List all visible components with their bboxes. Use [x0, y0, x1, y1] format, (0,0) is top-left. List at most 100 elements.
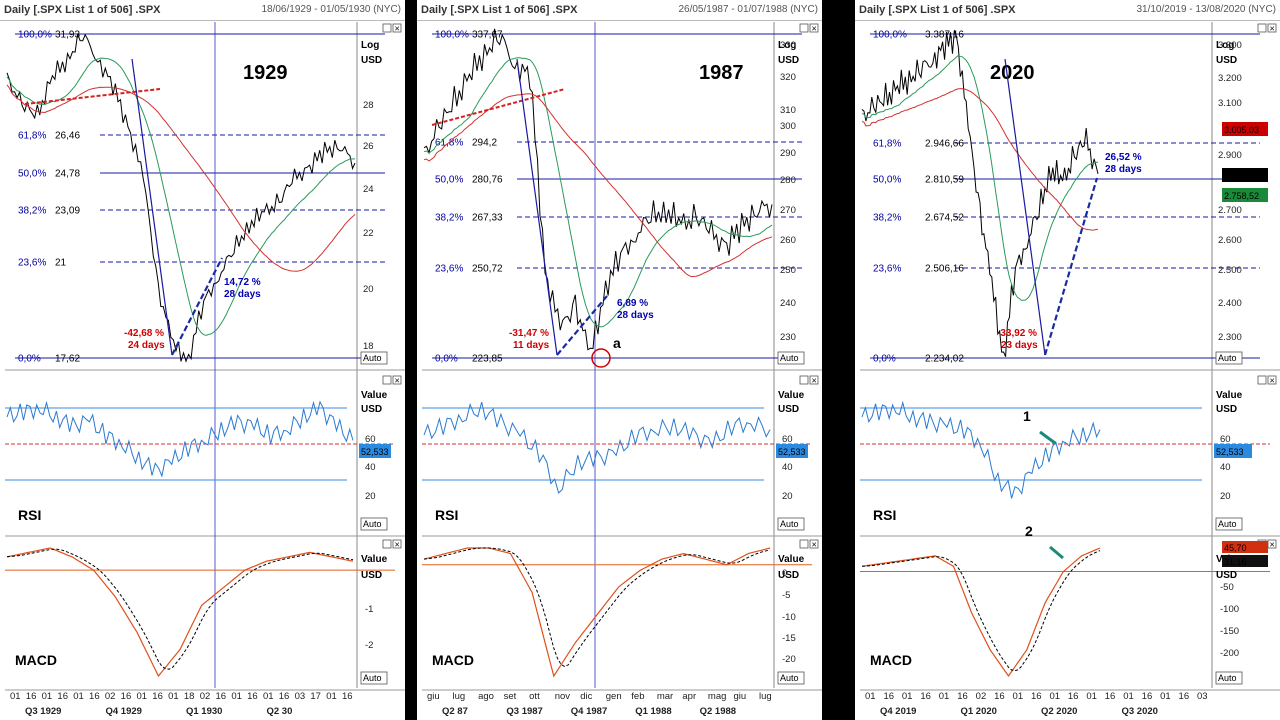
rsi-axis-value: Value [361, 390, 388, 401]
rsi-title: RSI [435, 507, 458, 523]
macd-close-glyph: × [812, 540, 817, 550]
y-tick-label: 3.100 [1218, 98, 1242, 109]
x-tick-label: 16 [216, 691, 227, 702]
macd-tick-label: -10 [782, 612, 796, 623]
y-tick-label: 290 [780, 148, 796, 159]
x-tick-label: 16 [994, 691, 1005, 702]
macd-tick-label: -100 [1220, 604, 1239, 615]
y-tick-label: 2.600 [1218, 235, 1242, 246]
x-tick-label: 16 [279, 691, 290, 702]
y-tick-label: 18 [363, 341, 374, 352]
fib-value-label: 3.387,16 [925, 30, 964, 41]
fib-percent-label: 23,6% [18, 258, 46, 269]
x-tick-label: lug [759, 691, 772, 702]
macd-axis-value: Value [361, 554, 388, 565]
rsi-value-label: 52,533 [361, 447, 389, 457]
auto-button-label: Auto [363, 519, 382, 529]
macd-series [6, 547, 354, 678]
x-tick-label: 01 [1123, 691, 1134, 702]
auto-button-label: Auto [363, 353, 382, 363]
drop-percent-label: -33,92 % [997, 328, 1037, 339]
axis-unit-label: USD [778, 55, 799, 66]
quarter-label: Q2 30 [267, 706, 293, 717]
ma-green-series [6, 57, 356, 336]
macd-close-icon [392, 539, 402, 549]
macd-tick-label: -5 [782, 590, 790, 601]
x-tick-label: ago [478, 691, 494, 702]
rsi-tick-label: 40 [365, 462, 376, 473]
macd-close-icon [809, 539, 819, 549]
x-tick-label: 01 [1013, 691, 1024, 702]
annotation-2: 2 [1025, 523, 1033, 539]
x-tick-label: giu [427, 691, 440, 702]
fib-percent-label: 61,8% [18, 131, 46, 142]
macd-tick-label: -15 [782, 633, 796, 644]
y-tick-label: 250 [780, 265, 796, 276]
axis-unit-label: USD [361, 55, 382, 66]
price-box [1222, 188, 1268, 202]
fib-percent-label: 61,8% [873, 139, 901, 150]
auto-button [777, 351, 805, 365]
macd-tick-label: -20 [782, 654, 796, 665]
x-tick-label: 01 [939, 691, 950, 702]
x-tick-label: mar [657, 691, 673, 702]
x-tick-label: nov [555, 691, 571, 702]
panel-header: Daily [.SPX List 1 of 506] .SPX 31/10/20… [855, 0, 1280, 21]
x-tick-label: apr [682, 691, 696, 702]
auto-button [1215, 351, 1243, 365]
auto-button [360, 517, 388, 531]
rebound-line [1043, 177, 1099, 356]
x-tick-label: 16 [26, 691, 37, 702]
x-tick-label: 01 [168, 691, 179, 702]
auto-button-label: Auto [363, 673, 382, 683]
rsi-close-icon [809, 375, 819, 385]
price-restore-icon [1257, 23, 1267, 33]
fib-value-label: 2.674,52 [925, 213, 964, 224]
rsi-axis-usd: USD [778, 404, 799, 415]
chart-2020: 100,0% 3.387,16 61,8% 2.946,66 50,0% 2.810,59… [860, 22, 1280, 717]
y-tick-label: 20 [363, 284, 374, 295]
rebound-percent-label: 26,52 % [1105, 152, 1142, 163]
auto-button-label: Auto [780, 673, 799, 683]
annotation-circle [591, 348, 611, 368]
panel-date-range: 18/06/1929 - 01/05/1930 (NYC) [261, 4, 401, 15]
price-box [1222, 168, 1268, 182]
annotation-arrow-1 [1039, 430, 1056, 445]
price-close-icon [809, 23, 819, 33]
x-tick-label: ott [529, 691, 540, 702]
macd-value-box [1222, 541, 1268, 553]
macd-series [861, 547, 1101, 678]
macd-tick-label: -50 [1220, 582, 1234, 593]
fib-percent-label: 23,6% [435, 264, 463, 275]
fib-percent-label: 38,2% [873, 213, 901, 224]
ma-red-series [6, 84, 356, 272]
panel-title: Daily [.SPX List 1 of 506] .SPX [859, 4, 1016, 16]
fib-percent-label: 100,0% [873, 30, 907, 41]
x-tick-label: 01 [263, 691, 274, 702]
auto-button-label: Auto [780, 353, 799, 363]
auto-button [777, 517, 805, 531]
y-tick-label: 2.500 [1218, 265, 1242, 276]
macd-value-label: 45,70 [1224, 543, 1247, 553]
fib-value-label: 17,62 [55, 354, 80, 365]
fib-percent-label: 50,0% [18, 169, 46, 180]
macd-title: MACD [15, 652, 57, 668]
quarter-label: Q3 1987 [506, 706, 542, 717]
x-tick-label: feb [631, 691, 644, 702]
rsi-restore-icon [1257, 375, 1267, 385]
rsi-close-glyph: × [1270, 376, 1275, 386]
rebound-line [171, 257, 223, 356]
rsi-restore-icon [382, 375, 392, 385]
y-tick-label: 2.300 [1218, 332, 1242, 343]
quarter-label: Q4 1987 [571, 706, 607, 717]
rsi-value-label: 52,533 [1216, 447, 1244, 457]
rsi-value-label: 52,533 [778, 447, 806, 457]
macd-close-glyph: × [1270, 540, 1275, 550]
x-tick-label: 02 [976, 691, 987, 702]
rsi-close-icon [1267, 375, 1277, 385]
panel-date-range: 26/05/1987 - 01/07/1988 (NYC) [678, 4, 818, 15]
x-tick-label: lug [453, 691, 466, 702]
rebound-days-label: 28 days [1105, 164, 1142, 175]
drop-line [516, 58, 558, 356]
y-tick-label: 24 [363, 184, 374, 195]
